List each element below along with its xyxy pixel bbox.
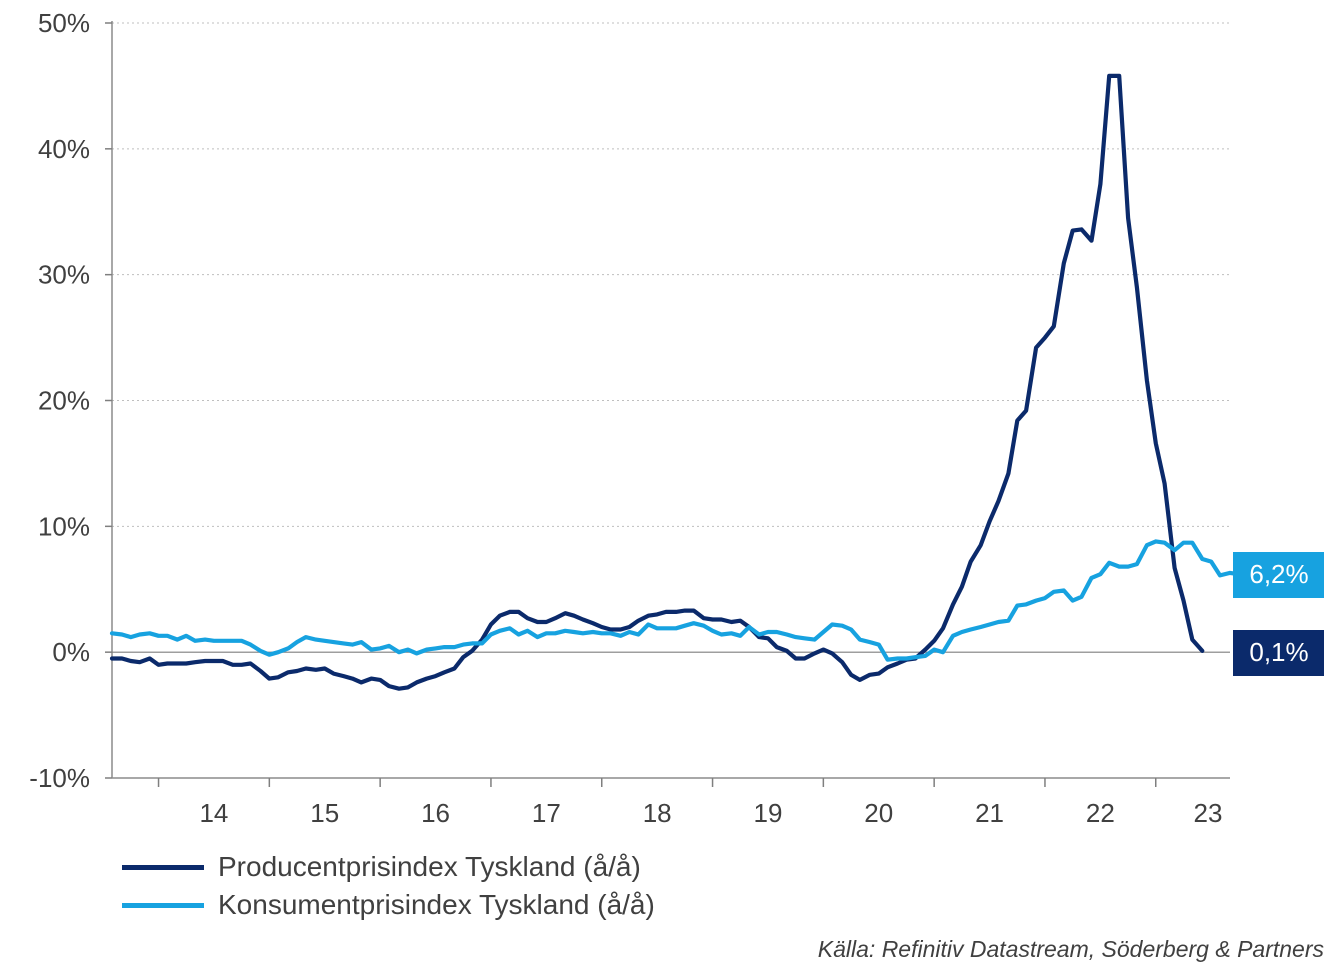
series-lines [109, 73, 1241, 691]
x-tick-label: 19 [753, 798, 782, 828]
x-tick-label: 15 [310, 798, 339, 828]
legend-swatch-consumer [122, 902, 204, 908]
y-tick-label: 0% [52, 637, 90, 667]
axes [111, 21, 1230, 779]
end-label-producer-text: 0,1% [1249, 637, 1308, 667]
gridlines [112, 22, 1230, 779]
end-label-consumer-box [1233, 552, 1324, 598]
x-tick-label: 23 [1194, 798, 1223, 828]
end-label-producer: 0,1% [1233, 630, 1324, 676]
x-tick-label: 16 [421, 798, 450, 828]
end-labels: 6,2% 0,1% [1233, 552, 1324, 676]
y-tick-label: 20% [38, 386, 90, 416]
x-tick-label: 20 [864, 798, 893, 828]
legend-item-producer: Producentprisindex Tyskland (å/å) [122, 848, 655, 886]
series-line-producer [109, 73, 1205, 691]
end-label-consumer-text: 6,2% [1249, 559, 1308, 589]
x-tick-label: 17 [532, 798, 561, 828]
line-chart: -10% 0% 10% 20% 30% 40% 50% 14 15 16 17 18 19 20 21 22… [29, 8, 1324, 828]
y-axis-ticks: -10% 0% 10% 20% 30% 40% 50% [29, 8, 112, 793]
end-label-producer-box [1233, 630, 1324, 676]
y-tick-label: -10% [29, 763, 90, 793]
x-tick-label: 14 [199, 798, 228, 828]
y-tick-label: 30% [38, 260, 90, 290]
legend-item-consumer: Konsumentprisindex Tyskland (å/å) [122, 886, 655, 924]
legend-label-consumer: Konsumentprisindex Tyskland (å/å) [218, 889, 655, 920]
y-tick-label: 50% [38, 8, 90, 38]
x-tick-label: 22 [1086, 798, 1115, 828]
x-tick-label: 18 [643, 798, 672, 828]
x-axis-ticks: 14 15 16 17 18 19 20 21 22 23 [157, 778, 1223, 828]
legend-label-producer: Producentprisindex Tyskland (å/å) [218, 851, 641, 882]
legend-swatch-producer [122, 864, 204, 870]
y-tick-label: 10% [38, 511, 90, 541]
series-line-consumer [109, 539, 1241, 662]
source-note: Källa: Refinitiv Datastream, Söderberg &… [817, 936, 1324, 962]
legend: Producentprisindex Tyskland (å/å) Konsum… [122, 848, 655, 924]
x-tick-label: 21 [975, 798, 1004, 828]
end-label-consumer: 6,2% [1233, 552, 1324, 598]
y-tick-label: 40% [38, 134, 90, 164]
